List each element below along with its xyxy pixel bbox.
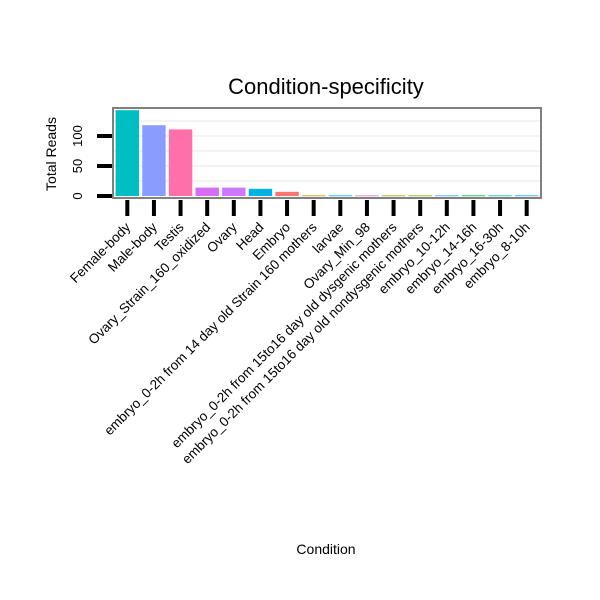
- bar-10: [355, 195, 379, 197]
- y-tick-label: 100: [70, 125, 85, 147]
- bar-16: [514, 195, 539, 197]
- y-tick-label: 50: [70, 159, 85, 173]
- bar-2: [142, 125, 166, 196]
- bar-15: [488, 195, 512, 197]
- x-tick-label: Ovary: [204, 219, 240, 255]
- bar-12: [408, 195, 432, 197]
- x-axis-title: Condition: [296, 541, 355, 557]
- bar-3: [168, 129, 193, 196]
- y-axis: 0 50 100: [70, 125, 112, 200]
- bar-14: [461, 195, 486, 197]
- bar-8: [301, 195, 326, 197]
- bars: [115, 110, 539, 197]
- y-tick-label: 0: [70, 192, 85, 199]
- chart-title: Condition-specificity: [228, 74, 424, 99]
- x-tick-label: embryo_0-2h from 15to16 day old nondysge…: [179, 219, 426, 466]
- bar-7: [275, 191, 299, 196]
- bar-6: [248, 188, 273, 196]
- bar-11: [381, 195, 406, 197]
- bar-13: [435, 195, 459, 197]
- bar-1: [115, 110, 140, 196]
- y-axis-title: Total Reads: [43, 117, 59, 191]
- bar-9: [328, 195, 353, 197]
- bar-4: [195, 187, 219, 196]
- bar-5: [222, 187, 246, 196]
- x-axis: Female-bodyMale-bodyTestisOvary_Strain_1…: [67, 200, 533, 467]
- plot-area: [112, 107, 542, 199]
